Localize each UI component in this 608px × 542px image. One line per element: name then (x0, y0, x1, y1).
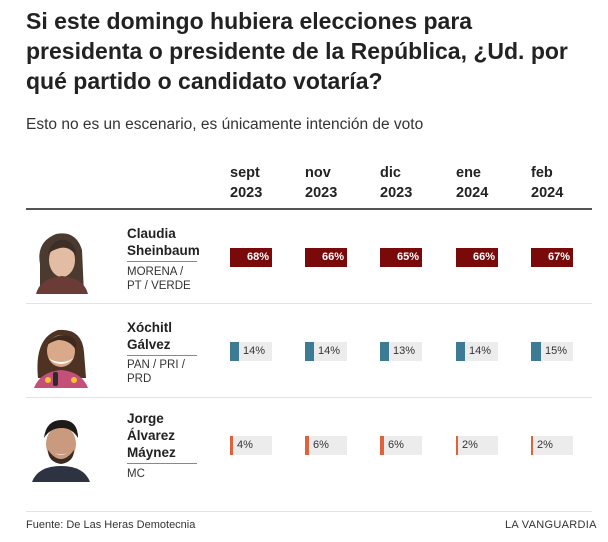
bar (230, 342, 239, 361)
data-label: 14% (318, 345, 341, 357)
month-header-feb: feb 2024 (531, 163, 601, 203)
month-header-dic: dic 2023 (380, 163, 450, 203)
name-separator (127, 463, 197, 464)
bar-cell: 14% (230, 342, 272, 361)
month-label: feb (531, 165, 553, 181)
bar (305, 436, 309, 455)
bar-cell: 13% (380, 342, 422, 361)
data-label: 67% (547, 251, 570, 263)
bar (456, 248, 498, 267)
candidate-name: Claudia Sheinbaum (127, 226, 200, 258)
name-separator (127, 355, 197, 356)
data-label: 6% (388, 439, 404, 451)
source-note: Fuente: De Las Heras Demotecnia (26, 519, 196, 531)
month-year: 2023 (230, 185, 263, 201)
bar (456, 436, 458, 455)
bar (531, 436, 533, 455)
data-label: 15% (545, 345, 568, 357)
candidate-party: MC (127, 468, 145, 480)
data-label: 14% (243, 345, 266, 357)
month-year: 2023 (380, 185, 413, 201)
bar (456, 342, 465, 361)
chart-subtitle: Esto no es un escenario, es únicamente i… (26, 116, 424, 133)
bar-cell: 66% (305, 248, 347, 267)
bar (531, 248, 573, 267)
candidate-name: Xóchitl Gálvez (127, 320, 173, 352)
candidate-party: PAN / PRI / PRD (127, 359, 185, 385)
bar-cell: 14% (456, 342, 498, 361)
bar-cell: 65% (380, 248, 422, 267)
chart-title: Si este domingo hubiera elecciones para … (26, 8, 568, 94)
data-label: 4% (237, 439, 253, 451)
data-label: 66% (472, 251, 495, 263)
bar (230, 436, 233, 455)
bar (230, 248, 272, 267)
data-label: 65% (396, 251, 419, 263)
month-label: ene (456, 165, 481, 181)
bar-cell: 68% (230, 248, 272, 267)
header-divider (26, 208, 592, 210)
month-year: 2024 (456, 185, 489, 201)
row-divider (26, 397, 592, 398)
candidate-party: MORENA / PT / VERDE (127, 266, 191, 292)
bar (380, 248, 422, 267)
month-header-nov: nov 2023 (305, 163, 375, 203)
bar (305, 248, 347, 267)
data-label: 66% (321, 251, 344, 263)
data-label: 6% (313, 439, 329, 451)
bar-cell: 6% (380, 436, 422, 455)
bar-cell: 4% (230, 436, 272, 455)
data-label: 14% (469, 345, 492, 357)
xochitl-galvez-photo (26, 318, 96, 388)
jorge-alvarez-maynez-photo (26, 412, 96, 482)
month-label: dic (380, 165, 401, 181)
candidate-name: Jorge Álvarez Máynez (127, 411, 176, 460)
month-header-ene: ene 2024 (456, 163, 526, 203)
bar-cell: 66% (456, 248, 498, 267)
bar-cell: 6% (305, 436, 347, 455)
row-divider (26, 303, 592, 304)
month-label: sept (230, 165, 260, 181)
month-year: 2023 (305, 185, 338, 201)
name-separator (127, 261, 197, 262)
footer-divider (26, 511, 592, 512)
bar (380, 342, 389, 361)
bar-cell: 67% (531, 248, 573, 267)
data-label: 2% (462, 439, 478, 451)
month-year: 2024 (531, 185, 564, 201)
bar (305, 342, 314, 361)
data-label: 2% (537, 439, 553, 451)
bar-cell: 2% (531, 436, 573, 455)
bar (531, 342, 541, 361)
data-label: 13% (393, 345, 416, 357)
bar-cell: 2% (456, 436, 498, 455)
month-header-sept: sept 2023 (230, 163, 300, 203)
brand-logo: LA VANGUARDIA (505, 519, 597, 531)
data-label: 68% (246, 251, 269, 263)
month-label: nov (305, 165, 331, 181)
claudia-sheinbaum-photo (26, 224, 96, 294)
bar (380, 436, 384, 455)
bar-cell: 15% (531, 342, 573, 361)
bar-cell: 14% (305, 342, 347, 361)
